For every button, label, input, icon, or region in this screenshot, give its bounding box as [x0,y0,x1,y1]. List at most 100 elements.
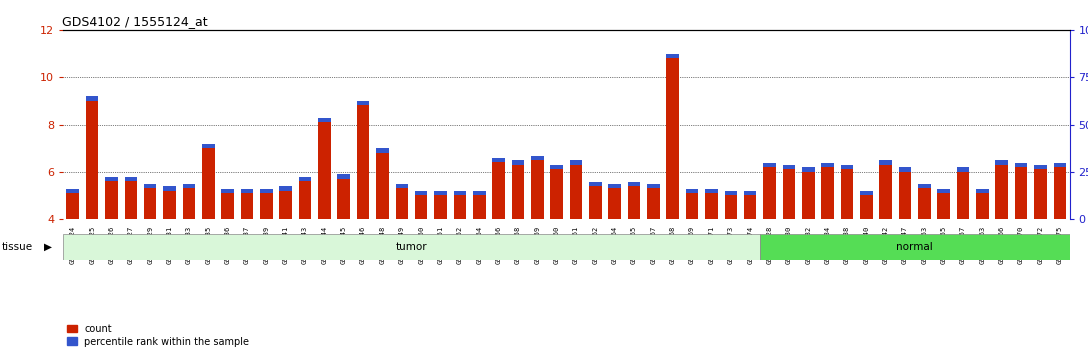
Bar [511,160,524,165]
Bar [1053,162,1066,167]
Bar [976,189,989,219]
Bar [434,191,447,195]
Bar [705,189,718,193]
Bar [667,54,679,219]
Bar [938,189,950,193]
Bar [589,182,602,186]
Bar [725,191,737,219]
Bar [183,184,195,219]
Bar [608,184,621,188]
Bar [841,165,853,169]
Bar [1035,165,1047,169]
Bar [415,191,428,195]
Bar [337,175,350,179]
Bar [202,144,214,219]
Text: GDS4102 / 1555124_at: GDS4102 / 1555124_at [62,15,208,28]
Bar [647,184,659,188]
Bar [802,167,815,172]
Bar [357,101,370,219]
Bar [337,175,350,219]
Bar [879,160,892,165]
Bar [318,118,331,219]
Bar [685,189,698,193]
Bar [821,162,833,167]
Bar [106,177,118,181]
Bar [744,191,756,195]
Bar [280,186,292,219]
Bar [551,165,562,219]
Bar [163,186,176,190]
Bar [396,184,408,219]
Text: tissue: tissue [2,242,34,252]
Bar [589,182,602,219]
Bar [918,184,930,219]
Bar [531,155,544,160]
Bar [280,186,292,190]
Bar [299,177,311,181]
Bar [628,182,641,186]
Bar [531,155,544,219]
Bar [1053,162,1066,219]
Bar [511,160,524,219]
Bar [628,182,641,219]
Bar [86,96,98,101]
Bar [782,165,795,169]
Bar [183,184,195,188]
Bar [996,160,1009,165]
Bar [473,191,485,195]
Bar [376,148,388,153]
Bar [899,167,912,219]
Bar [66,189,79,193]
Bar [782,165,795,219]
Bar [66,189,79,219]
Bar [744,191,756,219]
Text: normal: normal [897,242,934,252]
Bar [357,101,370,105]
Bar [938,189,950,219]
Bar [860,191,873,219]
Text: ▶: ▶ [44,242,51,252]
Bar [551,165,562,169]
Text: tumor: tumor [396,242,428,252]
Bar [570,160,582,165]
Bar [685,189,698,219]
Bar [221,189,234,219]
Bar [473,191,485,219]
Bar [434,191,447,219]
Legend: count, percentile rank within the sample: count, percentile rank within the sample [63,320,254,350]
Bar [63,234,759,260]
Bar [106,177,118,219]
Bar [879,160,892,219]
Bar [647,184,659,219]
Bar [821,162,833,219]
Bar [376,148,388,219]
Bar [570,160,582,219]
Bar [124,177,137,219]
Bar [124,177,137,181]
Bar [1035,165,1047,219]
Bar [260,189,273,193]
Bar [1015,162,1027,219]
Bar [996,160,1009,219]
Bar [841,165,853,219]
Bar [860,191,873,195]
Bar [802,167,815,219]
Bar [956,167,969,219]
Bar [240,189,254,193]
Bar [1015,162,1027,167]
Bar [976,189,989,193]
Bar [725,191,737,195]
Bar [956,167,969,172]
Bar [415,191,428,219]
Bar [454,191,466,195]
Bar [86,96,98,219]
Bar [396,184,408,188]
Bar [667,54,679,58]
Bar [608,184,621,219]
Bar [163,186,176,219]
Bar [144,184,157,219]
Bar [918,184,930,188]
Bar [759,234,1070,260]
Bar [454,191,466,219]
Bar [763,162,776,219]
